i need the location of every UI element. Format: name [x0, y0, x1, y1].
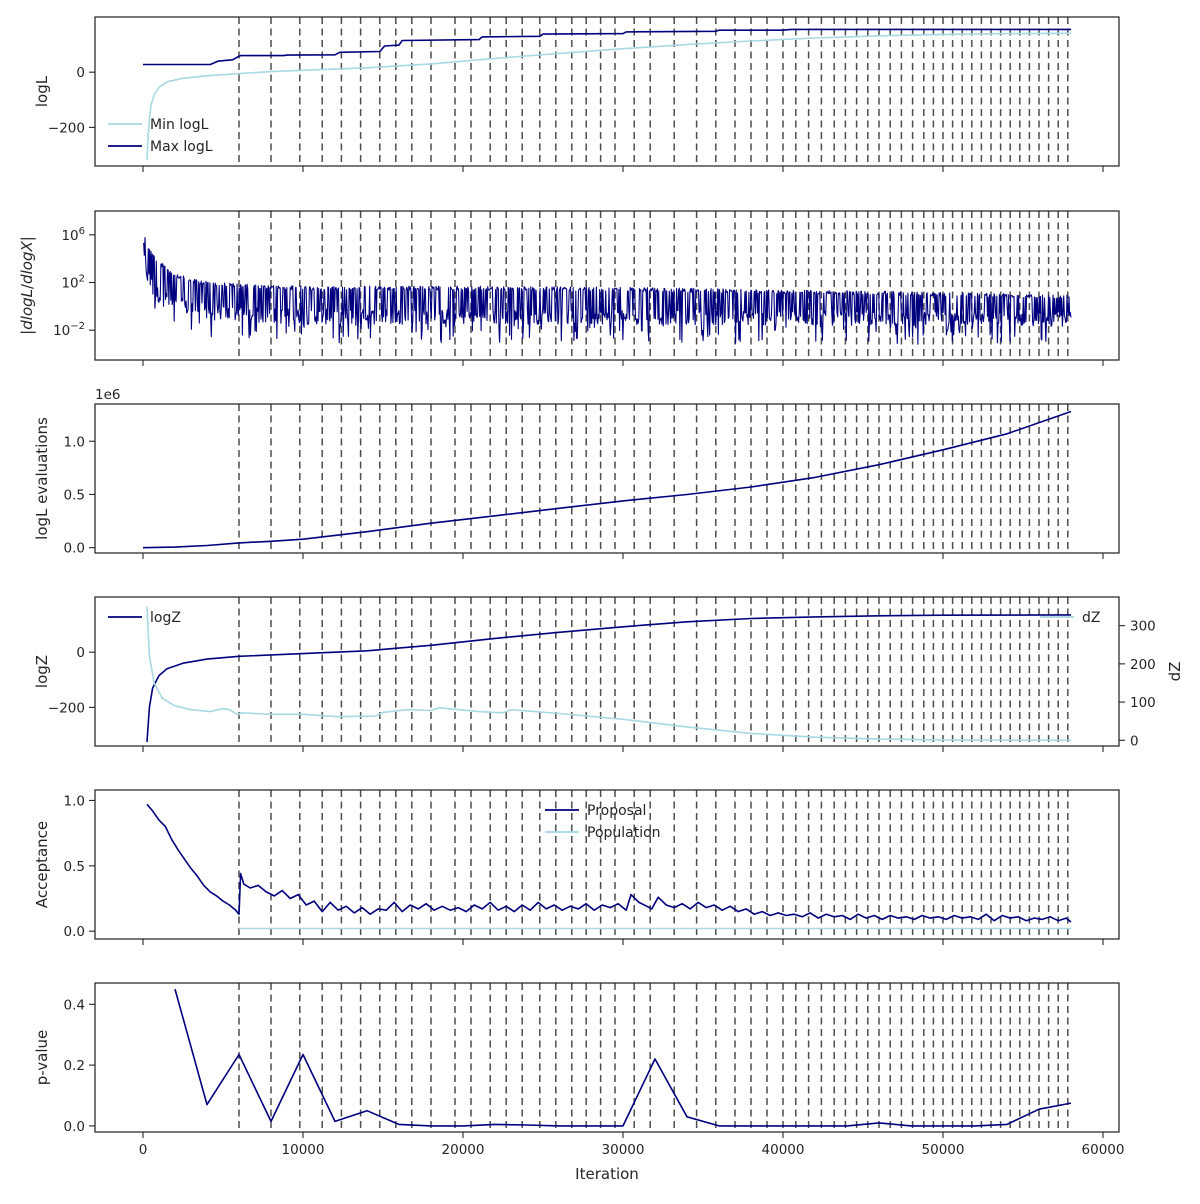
vertical-lines: [238, 17, 1069, 166]
y-tick-label: 0.0: [64, 1119, 85, 1135]
axes-frame: [94, 596, 1120, 747]
y-tick-label: 1.0: [64, 434, 85, 450]
legend: dZ: [1040, 610, 1100, 626]
y-axis-label-part: logL: [18, 289, 36, 320]
y-tick-label: 106: [61, 226, 85, 244]
y-axis-label: |dlogL/dlogX|: [18, 236, 36, 335]
y-tick-exponent: 6: [79, 226, 85, 237]
series-group: [142, 410, 1072, 549]
x-tick-label: 20000: [442, 1142, 485, 1158]
legend-label: Min logL: [150, 117, 209, 133]
right-y-tick-label: 300: [1130, 619, 1156, 635]
y-axis-label: logL: [33, 75, 51, 107]
y-axis-label: p-value: [33, 1030, 51, 1086]
y-axis-label-part: /: [18, 283, 36, 289]
vertical-lines: [238, 790, 1069, 939]
series-line-max-logl: [143, 28, 1071, 66]
axis-offset-label: 1e6: [95, 387, 120, 403]
y-tick-base: 10: [61, 276, 78, 292]
right-y-tick-label: 200: [1130, 657, 1156, 673]
y-tick-label: 0.4: [64, 997, 85, 1013]
y-axis-label: Acceptance: [33, 821, 51, 908]
legend-label: Proposal: [587, 803, 646, 819]
y-tick-label: 1.0: [64, 793, 85, 809]
y-tick-label: 0.5: [64, 487, 85, 503]
x-tick-label: 40000: [762, 1142, 805, 1158]
series-line-pvalue: [174, 988, 1072, 1127]
series-group: [143, 237, 1072, 345]
y-axis-label-part: d: [18, 320, 36, 330]
panel-pvalue: 0 10000 20000 30000 40000 50000 60000 0.0 0.2 0.4…: [33, 982, 1125, 1158]
axes-frame: [94, 210, 1120, 361]
y-tick-base: 10: [53, 323, 70, 339]
y-tick-label: 10−2: [53, 321, 85, 339]
y-tick-label: 0.0: [64, 541, 85, 557]
vertical-lines: [238, 404, 1069, 553]
panel-logl: −200 0 logL Min logL Max logL: [33, 16, 1120, 172]
y-tick-base: 10: [61, 228, 78, 244]
y-tick-label: 0.0: [64, 924, 85, 940]
y-tick-label: 0: [76, 645, 85, 661]
series-group: [174, 988, 1072, 1127]
x-tick-label: 50000: [922, 1142, 965, 1158]
vertical-lines: [238, 211, 1069, 360]
y-tick-label: −200: [48, 700, 85, 716]
legend: logZ: [108, 610, 181, 626]
legend: Proposal Population: [545, 803, 661, 841]
panel-acceptance: 0.0 0.5 1.0 Acceptance Proposal Population: [33, 789, 1120, 945]
vertical-lines: [238, 597, 1069, 746]
y-axis-label: logL evaluations: [33, 417, 51, 540]
y-tick-exponent: −2: [70, 321, 85, 332]
y-tick-label: −200: [48, 120, 85, 136]
vertical-lines: [238, 983, 1069, 1132]
y-axis-label-part: |: [18, 330, 36, 335]
series-group: [143, 28, 1072, 161]
axes-frame: [94, 982, 1120, 1133]
series-line-dz: [146, 606, 1072, 742]
x-tick-label: 30000: [602, 1142, 645, 1158]
y-axis-label-part: d: [18, 274, 36, 284]
y-axis-label: logZ: [33, 655, 51, 688]
legend-label: Max logL: [150, 139, 213, 155]
right-y-axis-label: dZ: [1166, 662, 1184, 682]
panel-evals: 0.0 0.5 1.0 1e6 logL evaluations: [33, 387, 1120, 559]
series-line-dlogl: [143, 237, 1072, 345]
legend-label: dZ: [1082, 610, 1100, 626]
y-tick-label: 0.2: [64, 1058, 85, 1074]
x-axis-label: Iteration: [575, 1165, 639, 1183]
y-tick-label: 0: [76, 65, 85, 81]
axes-frame: [94, 789, 1120, 940]
series-line-evals: [142, 410, 1072, 549]
axes-frame: [94, 403, 1120, 554]
y-tick-label: 0.5: [64, 859, 85, 875]
x-tick-label: 60000: [1082, 1142, 1125, 1158]
x-tick-label: 10000: [282, 1142, 325, 1158]
right-y-tick-label: 100: [1130, 695, 1156, 711]
legend-label: logZ: [150, 610, 181, 626]
x-tick-label: 0: [139, 1142, 148, 1158]
series-line-proposal: [146, 803, 1072, 923]
legend: Min logL Max logL: [108, 117, 213, 155]
series-line-logz: [146, 614, 1072, 742]
legend-label: Population: [587, 825, 661, 841]
y-tick-exponent: 2: [79, 274, 85, 285]
series-group: [146, 803, 1072, 930]
panel-logz: −200 0 0 100 200 300 dZ logZ logZ dZ: [33, 596, 1184, 752]
y-axis-label-part: |: [18, 236, 36, 241]
y-tick-label: 102: [61, 274, 85, 292]
series-group: [146, 606, 1072, 742]
series-line-min-logl: [146, 32, 1072, 161]
right-y-tick-label: 0: [1130, 733, 1139, 749]
y-axis-label-part: logX: [18, 241, 36, 275]
axes-frame: [94, 16, 1120, 167]
